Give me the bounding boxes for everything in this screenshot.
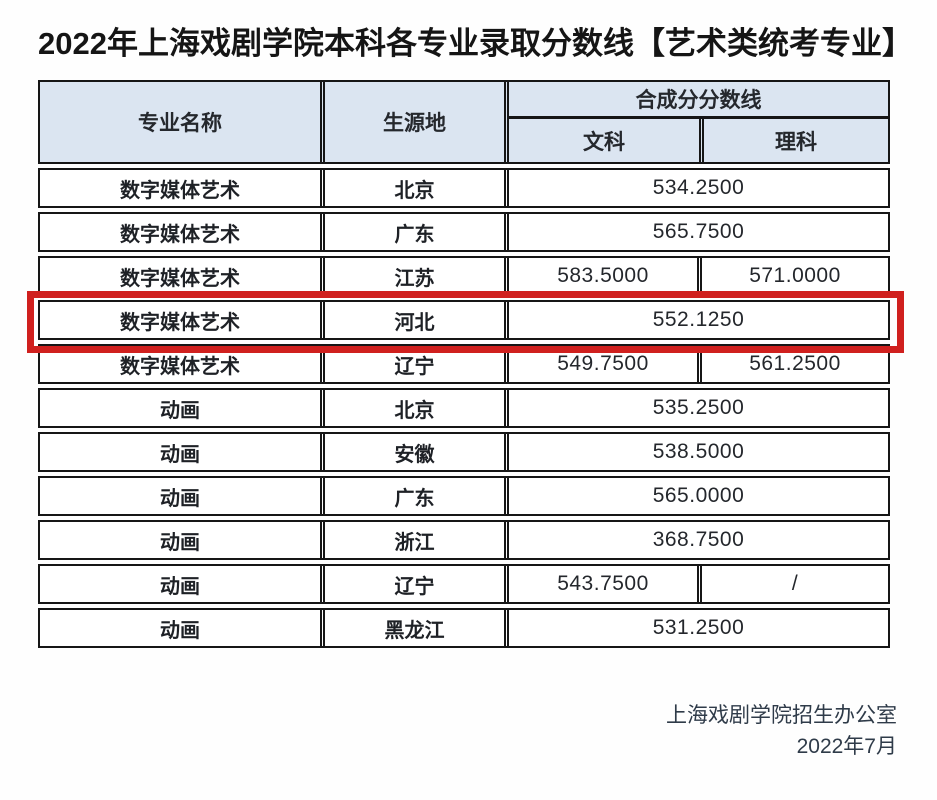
cell-score-science: 561.2500 [700,346,888,382]
table-row: 动画 黑龙江 531.2500 [38,608,890,648]
cell-score-merged: 565.0000 [507,478,888,514]
document-footer: 上海戏剧学院招生办公室 2022年7月 [666,700,897,762]
cell-score-merged: 552.1250 [507,302,888,338]
header-science-label: 理科 [775,130,817,154]
header-composite-top: 合成分分数线 [509,82,888,119]
cell-major: 数字媒体艺术 [40,170,322,206]
cell-major: 动画 [40,610,322,646]
header-cell-liberal-arts: 文科 [509,119,701,162]
cell-score-merged: 565.7500 [507,214,888,250]
table-row: 数字媒体艺术 广东 565.7500 [38,212,890,252]
table-row: 动画 广东 565.0000 [38,476,890,516]
table-row-highlighted: 数字媒体艺术 河北 552.1250 [38,300,890,340]
cell-score-merged: 538.5000 [507,434,888,470]
page-title: 2022年上海戏剧学院本科各专业录取分数线【艺术类统考专业】 [38,26,913,61]
header-cell-major: 专业名称 [40,82,322,162]
cell-score-liberal-arts: 583.5000 [507,258,699,294]
header-composite-sub: 文科 理科 [509,119,888,162]
table-row: 数字媒体艺术 辽宁 549.7500 561.2500 [38,344,890,384]
cell-origin: 安徽 [323,434,506,470]
cell-origin: 北京 [323,390,506,426]
cell-score-science: / [700,566,888,602]
cell-score-merged: 368.7500 [507,522,888,558]
table-row: 数字媒体艺术 北京 534.2500 [38,168,890,208]
cell-major: 数字媒体艺术 [40,302,322,338]
header-liberal-arts-label: 文科 [583,130,625,154]
table-header: 专业名称 生源地 合成分分数线 文科 理科 [38,80,890,164]
table-body: 数字媒体艺术 北京 534.2500 数字媒体艺术 广东 565.7500 数字媒体艺术 江苏… [38,168,890,648]
cell-score-liberal-arts: 543.7500 [507,566,699,602]
score-table: 专业名称 生源地 合成分分数线 文科 理科 数字媒体艺术 北京 534 [38,80,890,652]
cell-score-merged: 531.2500 [507,610,888,646]
cell-origin: 广东 [323,478,506,514]
header-cell-science: 理科 [702,119,888,162]
footer-date: 2022年7月 [796,735,897,758]
header-cell-composite: 合成分分数线 文科 理科 [507,82,888,162]
cell-origin: 辽宁 [323,346,506,382]
header-origin-label: 生源地 [383,112,446,135]
cell-origin: 江苏 [323,258,506,294]
cell-origin: 浙江 [323,522,506,558]
cell-score-liberal-arts: 549.7500 [507,346,699,382]
table-row: 动画 浙江 368.7500 [38,520,890,560]
cell-origin: 辽宁 [323,566,506,602]
header-cell-origin: 生源地 [323,82,506,162]
cell-major: 动画 [40,478,322,514]
header-major-label: 专业名称 [138,112,222,135]
cell-score-science: 571.0000 [700,258,888,294]
cell-score-merged: 535.2500 [507,390,888,426]
cell-origin: 广东 [323,214,506,250]
cell-major: 数字媒体艺术 [40,346,322,382]
cell-major: 动画 [40,434,322,470]
table-row: 动画 北京 535.2500 [38,388,890,428]
table-row: 动画 辽宁 543.7500/ [38,564,890,604]
cell-origin: 北京 [323,170,506,206]
cell-score-merged: 534.2500 [507,170,888,206]
table-row: 动画 安徽 538.5000 [38,432,890,472]
cell-major: 数字媒体艺术 [40,214,322,250]
cell-origin: 河北 [323,302,506,338]
cell-origin: 黑龙江 [323,610,506,646]
cell-major: 动画 [40,566,322,602]
cell-major: 数字媒体艺术 [40,258,322,294]
footer-org: 上海戏剧学院招生办公室 [666,704,897,727]
cell-major: 动画 [40,390,322,426]
table-row: 数字媒体艺术 江苏 583.5000 571.0000 [38,256,890,296]
header-composite-label: 合成分分数线 [635,89,762,112]
cell-major: 动画 [40,522,322,558]
